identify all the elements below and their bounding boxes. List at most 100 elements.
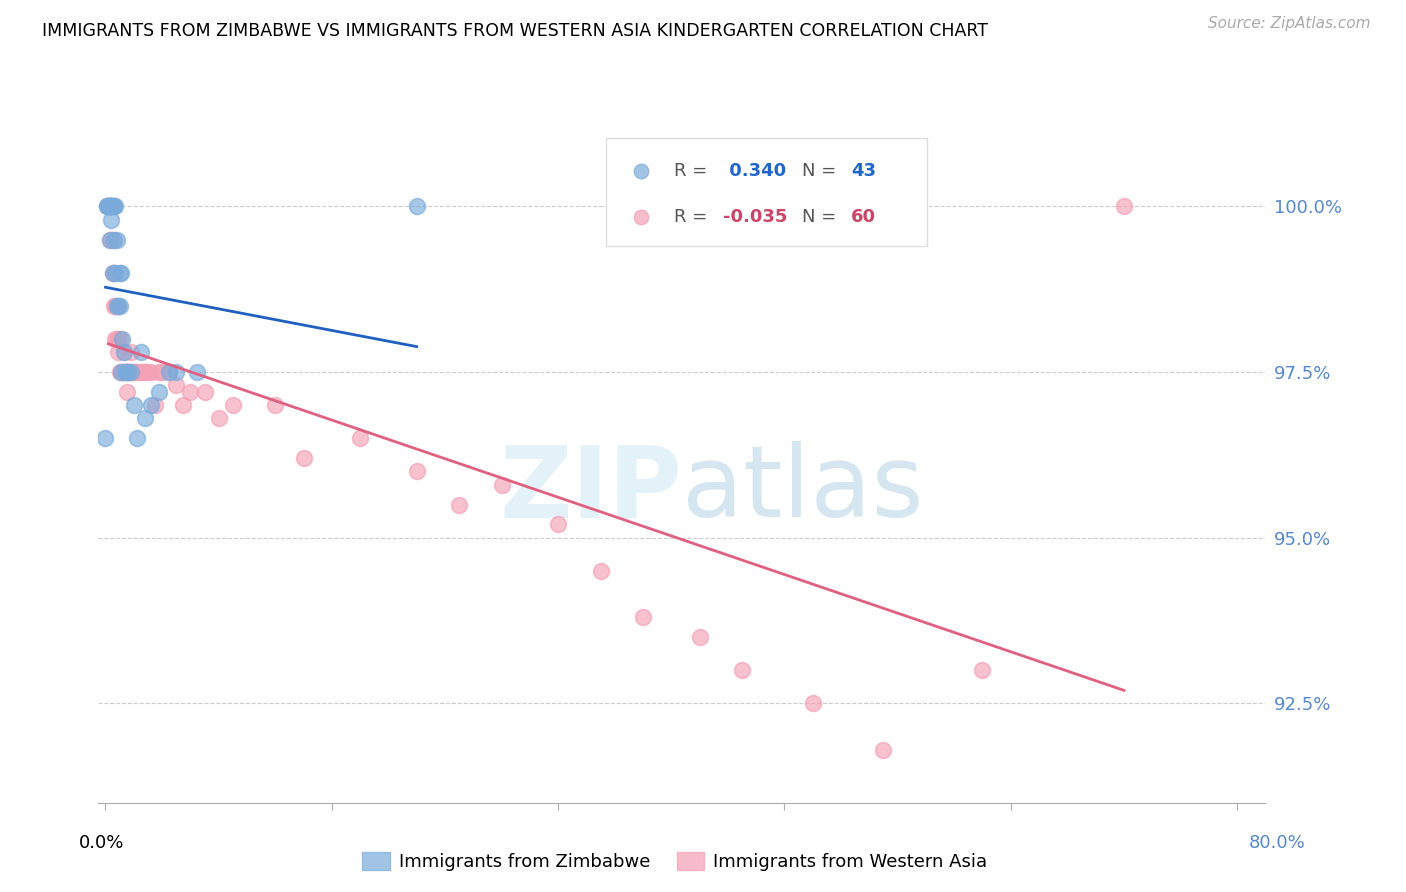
Point — [114, 365, 136, 379]
Text: 0.340: 0.340 — [723, 162, 786, 180]
Point — [101, 266, 124, 280]
Point — [222, 398, 245, 412]
Point — [148, 384, 170, 399]
Point — [139, 365, 162, 379]
Point — [97, 199, 120, 213]
Text: -0.035: -0.035 — [723, 208, 787, 226]
Point — [114, 365, 136, 379]
Point — [103, 266, 125, 280]
Point — [405, 465, 427, 479]
Text: 43: 43 — [851, 162, 876, 180]
Point — [139, 398, 162, 412]
Point — [148, 365, 170, 379]
Point — [872, 743, 894, 757]
Text: 80.0%: 80.0% — [1249, 834, 1305, 852]
Point — [107, 345, 129, 359]
Point — [103, 299, 125, 313]
Point — [104, 199, 127, 213]
Point — [193, 384, 215, 399]
Point — [208, 411, 231, 425]
Point — [105, 332, 128, 346]
Point — [94, 431, 117, 445]
Point — [98, 233, 121, 247]
Point — [110, 266, 132, 280]
Point — [292, 451, 315, 466]
Point — [134, 411, 156, 425]
Text: 0.0%: 0.0% — [79, 834, 124, 852]
Point — [589, 564, 612, 578]
Text: ZIP: ZIP — [499, 442, 682, 538]
Point — [103, 199, 125, 213]
Point — [108, 266, 131, 280]
Text: 60: 60 — [851, 208, 876, 226]
Point — [97, 199, 120, 213]
Text: Source: ZipAtlas.com: Source: ZipAtlas.com — [1208, 16, 1371, 31]
Point — [165, 365, 187, 379]
Legend: Immigrants from Zimbabwe, Immigrants from Western Asia: Immigrants from Zimbabwe, Immigrants fro… — [356, 845, 994, 879]
Point — [122, 365, 145, 379]
Point — [104, 332, 127, 346]
Point — [122, 398, 145, 412]
Point — [115, 365, 138, 379]
Point — [264, 398, 287, 412]
Point — [157, 365, 180, 379]
Point — [179, 384, 201, 399]
Point — [449, 498, 471, 512]
Text: N =: N = — [801, 162, 842, 180]
Text: N =: N = — [801, 208, 842, 226]
Text: atlas: atlas — [682, 442, 924, 538]
Text: R =: R = — [673, 208, 713, 226]
Point — [111, 332, 134, 346]
Point — [1112, 199, 1135, 213]
Point — [98, 199, 121, 213]
Point — [125, 365, 148, 379]
Point — [801, 697, 824, 711]
Point — [98, 233, 121, 247]
Point — [108, 365, 131, 379]
Point — [121, 365, 143, 379]
FancyBboxPatch shape — [606, 138, 927, 246]
Point — [134, 365, 156, 379]
Point — [105, 299, 128, 313]
Point — [405, 199, 427, 213]
Point — [97, 199, 120, 213]
Point — [117, 365, 139, 379]
Point — [115, 384, 138, 399]
Point — [165, 378, 187, 392]
Text: IMMIGRANTS FROM ZIMBABWE VS IMMIGRANTS FROM WESTERN ASIA KINDERGARTEN CORRELATIO: IMMIGRANTS FROM ZIMBABWE VS IMMIGRANTS F… — [42, 22, 988, 40]
Point — [101, 199, 124, 213]
Point — [98, 199, 121, 213]
Point — [98, 199, 121, 213]
Point — [105, 233, 128, 247]
Point — [97, 199, 120, 213]
Point — [129, 345, 152, 359]
Point — [100, 212, 122, 227]
Point — [112, 345, 135, 359]
Point — [108, 332, 131, 346]
Point — [125, 431, 148, 445]
Point — [111, 365, 134, 379]
Point — [103, 233, 125, 247]
Point — [120, 345, 142, 359]
Point — [96, 199, 118, 213]
Point — [104, 266, 127, 280]
Point — [972, 663, 994, 677]
Point — [157, 365, 180, 379]
Point — [731, 663, 754, 677]
Point — [101, 233, 124, 247]
Point — [100, 199, 122, 213]
Point — [107, 332, 129, 346]
Point — [172, 398, 194, 412]
Point — [108, 299, 131, 313]
Point — [107, 299, 129, 313]
Point — [100, 199, 122, 213]
Point — [96, 199, 118, 213]
Point — [186, 365, 208, 379]
Point — [491, 477, 513, 491]
Point — [105, 299, 128, 313]
Point — [547, 517, 569, 532]
Point — [143, 398, 166, 412]
Point — [110, 365, 132, 379]
Point — [349, 431, 371, 445]
Point — [132, 365, 155, 379]
